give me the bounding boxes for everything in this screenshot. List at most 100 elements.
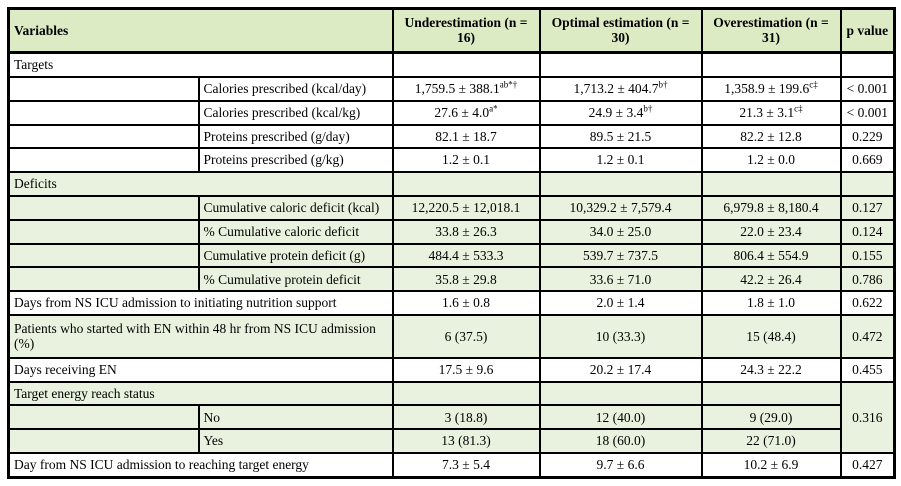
variable-label: Calories prescribed (kcal/day)	[197, 75, 394, 102]
p-value-cell: 0.155	[839, 242, 896, 269]
value-cell: 1.2 ± 0.1	[538, 147, 703, 174]
value-text: 1,713.2 ± 404.7	[573, 81, 659, 97]
value-cell: 10,329.2 ± 7,579.4	[538, 194, 703, 221]
value-cell: 10 (33.3)	[538, 314, 703, 359]
value-text: 24.9 ± 3.4	[588, 104, 644, 120]
p-value-cell: 0.127	[839, 194, 896, 221]
value-cell: 539.7 ± 737.5	[538, 242, 703, 269]
cell-empty	[391, 171, 541, 197]
value-cell: 18 (60.0)	[538, 428, 703, 455]
table-row-pct-cumulative-caloric-deficit: % Cumulative caloric deficit 33.8 ± 26.3…	[7, 218, 896, 245]
value-text: 21.3 ± 3.1	[739, 104, 795, 120]
table-row-pct-cumulative-protein-deficit: % Cumulative protein deficit 35.8 ± 29.8…	[7, 266, 896, 293]
table-row-cumulative-caloric-deficit: Cumulative caloric deficit (kcal) 12,220…	[7, 194, 896, 221]
table-row-target-energy-reach-status: Target energy reach status 0.316	[7, 380, 896, 455]
table-header-row: Variables Underestimation (n = 16) Optim…	[7, 7, 896, 54]
header-p-value: p value	[839, 7, 896, 54]
variable-label: Cumulative caloric deficit (kcal)	[197, 194, 394, 221]
indent-cell	[7, 428, 200, 455]
value-cell: 9.7 ± 6.6	[538, 451, 703, 479]
value-text: 27.6 ± 4.0	[434, 104, 490, 120]
value-cell: 12,220.5 ± 12,018.1	[391, 194, 541, 221]
variable-label: Proteins prescribed (g/day)	[197, 123, 394, 150]
value-cell: 21.3 ± 3.1c‡	[700, 99, 842, 126]
value-cell: 1,358.9 ± 199.6c‡	[700, 75, 842, 102]
cell-empty	[391, 380, 541, 407]
value-cell: 82.1 ± 18.7	[391, 123, 541, 150]
cell-empty	[839, 171, 896, 197]
header-underestimation: Underestimation (n = 16)	[391, 7, 541, 54]
variable-label: Days from NS ICU admission to initiating…	[7, 290, 394, 317]
value-cell: 1.2 ± 0.0	[700, 147, 842, 174]
value-cell: 1,759.5 ± 388.1ab*†	[391, 75, 541, 102]
cell-empty	[391, 51, 541, 78]
p-value-cell: 0.786	[839, 266, 896, 293]
value-cell: 27.6 ± 4.0a*	[391, 99, 541, 126]
p-value-cell: 0.472	[839, 314, 896, 359]
value-cell: 9 (29.0)	[700, 404, 842, 431]
p-value-cell: < 0.001	[839, 75, 896, 102]
variable-label: No	[197, 404, 394, 431]
value-cell: 17.5 ± 9.6	[391, 356, 541, 383]
value-cell: 89.5 ± 21.5	[538, 123, 703, 150]
table-row-targets: Targets	[7, 51, 896, 78]
table-row-target-energy-yes: Yes 13 (81.3) 18 (60.0) 22 (71.0)	[7, 428, 895, 455]
value-cell: 33.6 ± 71.0	[538, 266, 703, 293]
table-row-deficits: Deficits	[7, 171, 896, 197]
p-value-cell: 0.455	[839, 356, 896, 383]
value-cell: 22.0 ± 23.4	[700, 218, 842, 245]
value-cell: 10.2 ± 6.9	[700, 451, 842, 479]
cell-empty	[839, 51, 896, 78]
indent-cell	[7, 99, 200, 126]
significance-superscript: c‡	[809, 79, 818, 90]
value-cell: 34.0 ± 25.0	[538, 218, 703, 245]
cell-empty	[700, 380, 842, 407]
significance-superscript: b†	[643, 103, 653, 114]
value-cell: 1.8 ± 1.0	[700, 290, 842, 317]
variable-label: Calories prescribed (kcal/kg)	[197, 99, 394, 126]
value-cell: 20.2 ± 17.4	[538, 356, 703, 383]
value-cell: 1.6 ± 0.8	[391, 290, 541, 317]
variable-label: Proteins prescribed (g/kg)	[197, 147, 394, 174]
value-cell: 24.3 ± 22.2	[700, 356, 842, 383]
table-row-target-energy-no: No 3 (18.8) 12 (40.0) 9 (29.0)	[7, 404, 895, 431]
header-optimal-estimation: Optimal estimation (n = 30)	[538, 7, 703, 54]
value-cell: 806.4 ± 554.9	[700, 242, 842, 269]
indent-cell	[7, 147, 200, 174]
value-cell: 7.3 ± 5.4	[391, 451, 541, 479]
cell-empty	[700, 51, 842, 78]
p-value-cell: < 0.001	[839, 99, 896, 126]
table-row-proteins-g-kg: Proteins prescribed (g/kg) 1.2 ± 0.1 1.2…	[7, 147, 896, 174]
value-cell: 12 (40.0)	[538, 404, 703, 431]
value-cell: 1.2 ± 0.1	[391, 147, 541, 174]
indent-cell	[7, 404, 200, 431]
value-cell: 2.0 ± 1.4	[538, 290, 703, 317]
value-cell: 22 (71.0)	[700, 428, 842, 455]
table-row-patients-started-en-48hr: Patients who started with EN within 48 h…	[7, 314, 896, 359]
p-value-cell: 0.229	[839, 123, 896, 150]
value-cell: 6,979.8 ± 8,180.4	[700, 194, 842, 221]
indent-cell	[7, 218, 200, 245]
table-row-days-receiving-en: Days receiving EN 17.5 ± 9.6 20.2 ± 17.4…	[7, 356, 896, 383]
header-variables: Variables	[7, 7, 394, 54]
statistics-table: Variables Underestimation (n = 16) Optim…	[7, 7, 897, 479]
table-row-day-to-reaching-target-energy: Day from NS ICU admission to reaching ta…	[7, 451, 896, 479]
indent-cell	[7, 75, 200, 102]
value-cell: 35.8 ± 29.8	[391, 266, 541, 293]
indent-cell	[7, 266, 200, 293]
variable-label: % Cumulative caloric deficit	[197, 218, 394, 245]
value-text: 1,759.5 ± 388.1	[414, 81, 500, 97]
indent-cell	[7, 123, 200, 150]
value-cell: 33.8 ± 26.3	[391, 218, 541, 245]
header-overestimation: Overestimation (n = 31)	[700, 7, 842, 54]
section-label: Target energy reach status	[7, 380, 394, 407]
variable-label: Yes	[197, 428, 394, 455]
value-cell: 82.2 ± 12.8	[700, 123, 842, 150]
value-cell: 13 (81.3)	[391, 428, 541, 455]
table-row-days-to-initiating-nutrition: Days from NS ICU admission to initiating…	[7, 290, 896, 317]
section-label: Deficits	[7, 171, 394, 197]
indent-cell	[7, 194, 200, 221]
cell-empty	[538, 171, 703, 197]
p-value-cell-merged: 0.316	[839, 380, 896, 455]
